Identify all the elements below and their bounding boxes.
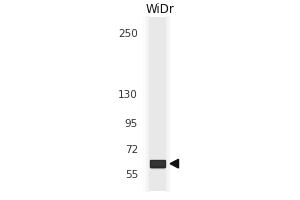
Text: 72: 72 bbox=[125, 145, 138, 155]
Text: 130: 130 bbox=[118, 90, 138, 100]
Polygon shape bbox=[170, 159, 178, 168]
Text: 95: 95 bbox=[125, 119, 138, 129]
Text: 55: 55 bbox=[125, 170, 138, 180]
Bar bbox=[150, 160, 165, 167]
Text: 250: 250 bbox=[118, 29, 138, 39]
Bar bbox=[151, 166, 164, 168]
Text: WiDr: WiDr bbox=[146, 3, 175, 16]
Bar bbox=[149, 17, 166, 191]
